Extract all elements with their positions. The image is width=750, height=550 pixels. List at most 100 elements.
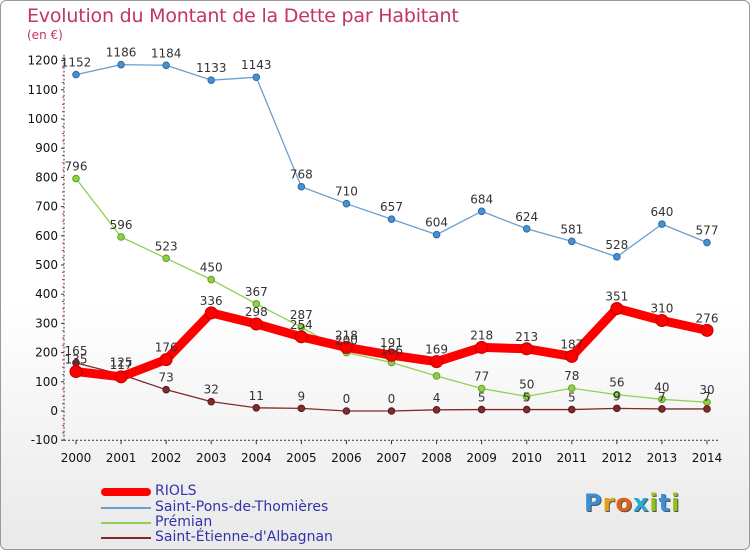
data-label: 218 [335, 328, 358, 342]
logo-letter: i [649, 489, 659, 517]
logo-letter: x [632, 489, 650, 517]
legend-label-saint-pons: Saint-Pons-de-Thomières [155, 499, 329, 515]
x-tick-label: 2009 [466, 451, 497, 465]
x-tick-label: 2003 [196, 451, 227, 465]
y-tick-label: 200 [35, 346, 58, 360]
data-point-saint-etienne [432, 406, 441, 414]
data-label: 218 [470, 328, 493, 342]
data-label: 0 [343, 392, 351, 406]
data-point-saint-pons [613, 253, 621, 261]
data-point-premian [252, 300, 261, 308]
legend-swatch-saint-pons [101, 507, 151, 509]
data-label: 78 [564, 369, 579, 383]
x-tick-label: 2008 [421, 451, 452, 465]
data-point-saint-etienne [342, 407, 351, 415]
data-label: 310 [650, 301, 673, 315]
data-point-saint-pons [567, 237, 576, 246]
data-label: 298 [245, 305, 268, 319]
data-point-riols [565, 349, 579, 363]
data-label: 367 [245, 285, 268, 299]
data-label: 169 [425, 343, 448, 357]
data-label: 73 [159, 371, 174, 385]
proxiti-logo: Proxiti [584, 489, 680, 517]
data-point-saint-etienne [613, 404, 621, 413]
data-point-saint-pons [522, 224, 531, 233]
chart-subtitle: (en €) [27, 28, 63, 42]
data-label: 796 [65, 160, 88, 174]
y-tick-label: 100 [35, 375, 58, 389]
data-label: 9 [613, 389, 621, 403]
data-label: 640 [650, 205, 673, 219]
data-point-saint-pons [117, 60, 125, 69]
data-label: 4 [433, 391, 441, 405]
x-tick-label: 2014 [692, 451, 723, 465]
x-tick-label: 2005 [286, 451, 317, 465]
data-label: 11 [249, 389, 264, 403]
data-label: 176 [155, 341, 178, 355]
data-point-premian [432, 372, 441, 380]
data-point-premian [567, 384, 576, 393]
y-tick-label: 600 [35, 229, 58, 243]
data-label: 528 [605, 238, 628, 252]
data-label: 9 [298, 389, 306, 403]
data-point-riols [430, 355, 444, 369]
series-line-saint-pons [75, 64, 708, 258]
data-label: 200 [335, 334, 358, 348]
data-point-premian [658, 395, 666, 404]
axes: -100010020030040050060070080090010001100… [27, 54, 722, 466]
data-label: 1184 [151, 46, 182, 60]
series-layer [69, 60, 714, 415]
y-tick-label: 900 [35, 141, 58, 155]
data-label: 117 [110, 358, 133, 372]
data-label: 1186 [106, 46, 137, 60]
data-label: 5 [523, 391, 531, 405]
data-point-riols [655, 313, 669, 327]
data-label: 213 [515, 330, 538, 344]
x-tick-label: 2007 [376, 451, 407, 465]
data-label: 351 [605, 290, 628, 304]
data-label: 135 [65, 353, 88, 367]
data-label: 187 [560, 337, 583, 351]
data-point-saint-pons [477, 207, 486, 216]
data-point-premian [207, 275, 216, 284]
logo-letter: P [584, 489, 603, 517]
data-label: 5 [568, 391, 576, 405]
data-point-riols [339, 340, 353, 354]
x-tick-label: 2001 [106, 451, 137, 465]
data-label: 125 [110, 356, 133, 370]
y-tick-label: -100 [31, 433, 58, 447]
legend-swatch-premian [101, 522, 151, 524]
data-point-riols [159, 353, 173, 367]
x-tick-label: 2006 [331, 451, 362, 465]
data-point-saint-etienne [567, 405, 576, 414]
legend-label-riols: RIOLS [155, 483, 197, 499]
legend-swatch-saint-etienne [101, 537, 151, 539]
x-tick-label: 2011 [557, 451, 588, 465]
y-tick-label: 300 [35, 316, 58, 330]
y-tick-label: 1100 [27, 83, 58, 97]
data-point-riols [700, 323, 714, 337]
data-point-saint-etienne [477, 405, 486, 414]
data-label: 710 [335, 185, 358, 199]
chart-title: Evolution du Montant de la Dette par Hab… [27, 5, 459, 27]
y-tick-label: 1000 [27, 112, 58, 126]
data-point-riols [249, 317, 263, 331]
data-point-riols [294, 330, 308, 344]
data-point-saint-pons [658, 220, 666, 228]
data-point-saint-etienne [252, 403, 261, 412]
data-label: 523 [155, 239, 178, 253]
data-point-premian [522, 392, 531, 401]
data-label: 191 [380, 336, 403, 350]
data-point-saint-pons [72, 70, 80, 79]
data-point-riols [69, 365, 83, 379]
data-label: 596 [110, 218, 133, 232]
data-label: 50 [519, 377, 534, 391]
data-point-riols [475, 340, 489, 354]
data-label: 1152 [61, 56, 92, 70]
data-point-riols [385, 348, 398, 362]
data-point-saint-pons [342, 199, 351, 208]
data-point-saint-etienne [387, 407, 396, 415]
data-label: 768 [290, 168, 313, 182]
